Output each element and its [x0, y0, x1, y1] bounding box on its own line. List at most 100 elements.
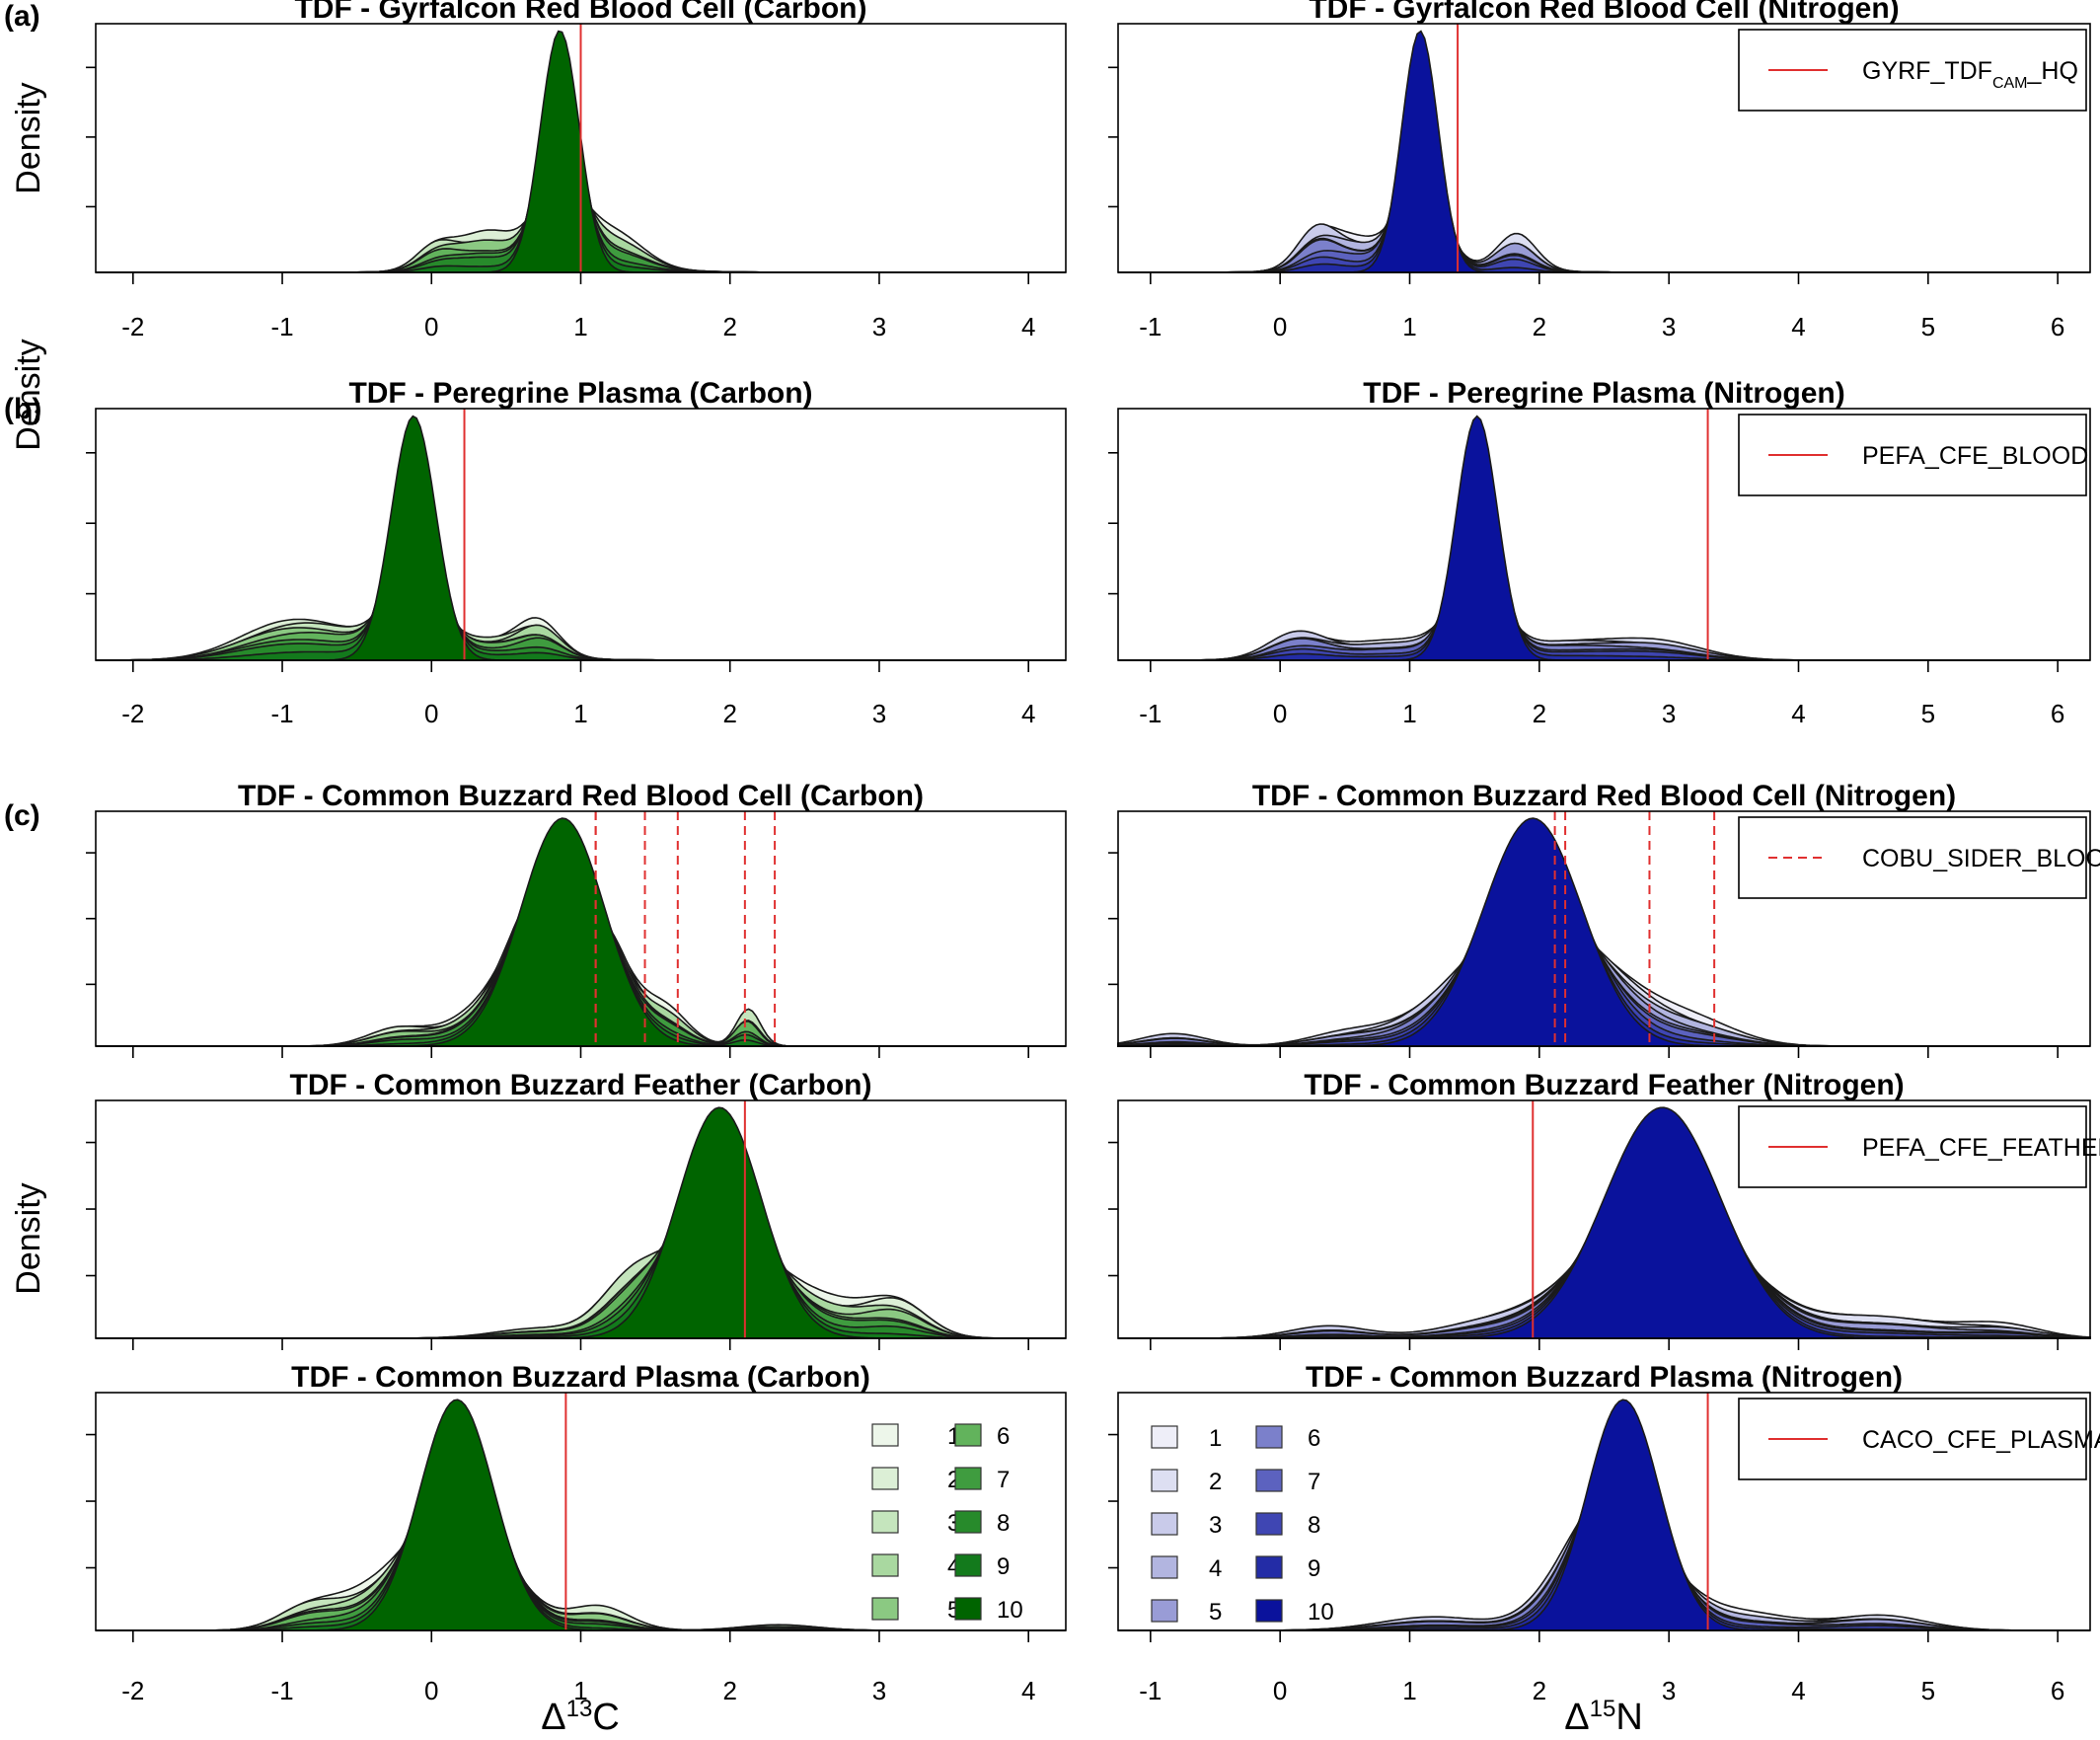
x-tick-label: -2	[121, 312, 144, 341]
legend: GYRF_TDFCAM_HQ	[1738, 29, 2087, 112]
legend: PEFA_CFE_BLOOD	[1738, 414, 2088, 496]
x-tick-label: 2	[1533, 1676, 1546, 1705]
legend-label-main: PEFA_CFE_FEATHER	[1862, 1134, 2100, 1162]
ensemble-swatch-2	[871, 1467, 899, 1490]
ensemble-label-10: 10	[1308, 1599, 1334, 1626]
x-tick-label: 1	[1402, 1676, 1416, 1705]
legend-label: GYRF_TDFCAM_HQ	[1862, 57, 2078, 92]
density-curve-8	[96, 1427, 1066, 1631]
legend-label-main: CACO_CFE_PLASMA	[1862, 1426, 2100, 1454]
legend-label-sub: CAM	[1992, 75, 2028, 92]
x-tick-label: 3	[872, 312, 886, 341]
x-tick-label: 1	[573, 312, 587, 341]
panel-frame	[95, 1099, 1067, 1339]
x-tick-label: 4	[1021, 699, 1035, 728]
panel-title: TDF - Peregrine Plasma (Carbon)	[348, 377, 812, 410]
x-tick-label: 1	[1402, 699, 1416, 728]
panel-frame	[95, 408, 1067, 661]
ensemble-label-8: 8	[1308, 1512, 1320, 1539]
panel-frame	[1117, 23, 2091, 273]
ensemble-swatch-5	[871, 1597, 899, 1621]
x-tick-label: -1	[270, 1676, 293, 1705]
ensemble-label-6: 6	[1308, 1425, 1320, 1452]
ensemble-swatch-3	[871, 1510, 899, 1534]
panel-c2-nitrogen: TDF - Common Buzzard Feather (Nitrogen) P…	[1108, 1069, 2100, 1350]
ensemble-swatch-8	[954, 1510, 982, 1534]
x-axis-label-nitrogen: Δ15N	[1564, 1696, 1643, 1739]
panel-letter: (b)	[4, 393, 41, 425]
x-tick-label: 1	[573, 1676, 587, 1705]
ensemble-swatch-3	[1151, 1512, 1178, 1536]
density-curve-3	[1118, 164, 2090, 273]
legend-label: PEFA_CFE_BLOOD	[1862, 442, 2088, 470]
ensemble-label-5: 5	[1209, 1599, 1222, 1626]
x-axis-label-carbon-sup: 13	[566, 1696, 593, 1722]
x-tick-label: 2	[722, 1676, 736, 1705]
density-curve-7	[96, 1440, 1066, 1631]
x-tick-label: 3	[1662, 699, 1676, 728]
density-curve-8	[1118, 486, 2090, 661]
ensemble-swatch-6	[1255, 1425, 1283, 1449]
legend-label: COBU_SIDER_BLOOD	[1862, 845, 2100, 872]
legend-frame	[1738, 1105, 2087, 1188]
density-curve-5	[1118, 548, 2090, 661]
x-tick-label: 0	[1273, 699, 1287, 728]
density-curve-8	[96, 1143, 1066, 1339]
ensemble-label-10: 10	[997, 1597, 1023, 1624]
x-axis-label-nitrogen-elem: N	[1615, 1697, 1642, 1738]
x-axis-label-nitrogen-base: Δ	[1564, 1697, 1589, 1738]
legend-frame	[1738, 816, 2087, 899]
panel-title: TDF - Common Buzzard Red Blood Cell (Nit…	[1252, 780, 1956, 812]
x-tick-label: 1	[573, 699, 587, 728]
x-tick-label: 4	[1021, 1676, 1035, 1705]
ensemble-swatch-7	[954, 1467, 982, 1490]
legend-frame	[1738, 29, 2087, 112]
density-curve-10	[96, 415, 1066, 661]
ensemble-label-4: 4	[1209, 1555, 1222, 1582]
ensemble-swatch-7	[1255, 1469, 1283, 1492]
panel-a-nitrogen: -1 0 1 2 3 4 5 6 TDF - Gyrfalcon Red Blood Cell …	[1108, 0, 2091, 341]
ensemble-swatch-5	[1151, 1599, 1178, 1623]
ensemble-label-6: 6	[997, 1423, 1010, 1450]
panel-c3-carbon: -2 -1 0 1 2 3 4 TDF - Common Buzzard Plasma (Ca…	[86, 1361, 1067, 1705]
legend-label-main: COBU_SIDER_BLOOD	[1862, 845, 2100, 872]
panel-c1-nitrogen: TDF - Common Buzzard Red Blood Cell (Nit…	[1108, 780, 2100, 1058]
panel-c1-carbon: TDF - Common Buzzard Red Blood Cell (Car…	[86, 780, 1067, 1058]
legend: CACO_CFE_PLASMA	[1738, 1398, 2100, 1480]
x-tick-label: 0	[424, 312, 438, 341]
ensemble-swatch-10	[1255, 1599, 1283, 1623]
ensemble-label-3: 3	[1209, 1512, 1222, 1539]
x-tick-label: 3	[1662, 1676, 1676, 1705]
ensemble-label-2: 2	[1209, 1469, 1222, 1495]
x-tick-label: -2	[121, 699, 144, 728]
x-tick-label: 2	[1533, 699, 1546, 728]
density-curve-9	[96, 455, 1066, 661]
density-curve-5	[96, 1465, 1066, 1631]
ensemble-label-7: 7	[1308, 1469, 1320, 1495]
x-tick-label: 6	[2051, 1676, 2064, 1705]
ensemble-label-7: 7	[997, 1467, 1010, 1493]
density-curve-2	[96, 1492, 1066, 1631]
x-tick-label: 5	[1921, 1676, 1935, 1705]
ensemble-swatch-9	[954, 1553, 982, 1577]
density-curve-10	[96, 1399, 1066, 1631]
ensemble-swatch-10	[954, 1597, 982, 1621]
ensemble-swatch-1	[1151, 1425, 1178, 1449]
ensemble-label-1: 1	[1209, 1425, 1222, 1452]
y-axis-label-density: Density	[10, 339, 47, 450]
x-tick-label: 3	[872, 1676, 886, 1705]
density-curve-5	[1118, 139, 2090, 273]
panel-c3-nitrogen: -1 0 1 2 3 4 5 6 TDF - Common Buzzard Plasma (Ni…	[1108, 1361, 2100, 1705]
x-tick-label: 4	[1791, 1676, 1805, 1705]
x-tick-label: -1	[270, 699, 293, 728]
density-curve-9	[96, 1124, 1066, 1339]
ensemble-swatch-9	[1255, 1555, 1283, 1579]
panel-title: TDF - Common Buzzard Red Blood Cell (Car…	[238, 780, 924, 812]
x-axis-label-carbon-base: Δ	[541, 1697, 565, 1738]
panel-frame	[1117, 1099, 2091, 1339]
legend: PEFA_CFE_FEATHER	[1738, 1105, 2100, 1188]
x-tick-label: -2	[121, 1676, 144, 1705]
ensemble-swatch-2	[1151, 1469, 1178, 1492]
legend-label-main: GYRF_TDF	[1862, 57, 1992, 85]
